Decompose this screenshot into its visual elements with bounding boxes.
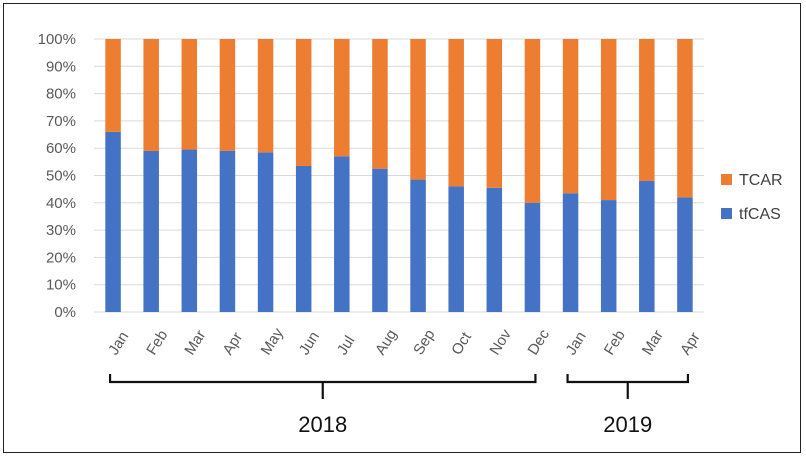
y-axis-ticks: 0% 10% 20% 30% 40% 50% 60% 70% 80% 90% 100% — [38, 31, 76, 321]
bar-tfcas-14 — [639, 180, 655, 312]
x-tick-label: Oct — [448, 329, 475, 359]
bar-tcar-4 — [257, 39, 274, 153]
bar-tcar-2 — [181, 39, 198, 150]
x-tick-label: Apr — [677, 329, 704, 358]
x-tick-label: Sep — [410, 326, 439, 358]
bar-tcar-13 — [600, 39, 617, 201]
legend-label-tcar: TCAR — [739, 172, 783, 189]
bar-tfcas-0 — [105, 131, 121, 312]
y-tick-label: 40% — [46, 195, 76, 212]
bar-tfcas-3 — [219, 150, 236, 312]
bar-tfcas-6 — [334, 156, 350, 312]
y-tick-label: 80% — [46, 86, 76, 103]
x-tick-label: Dec — [524, 326, 553, 358]
y-tick-label: 50% — [46, 168, 76, 185]
bar-tfcas-15 — [677, 197, 693, 312]
legend-swatch-tfcas — [721, 208, 732, 219]
x-tick-label: Feb — [143, 327, 171, 358]
x-tick-label: Jun — [296, 329, 323, 359]
y-tick-label: 0% — [54, 304, 76, 321]
year-label: 2018 — [298, 412, 347, 437]
bar-tfcas-5 — [295, 165, 312, 312]
x-tick-label: Aug — [372, 326, 401, 358]
x-tick-label: Feb — [601, 327, 629, 358]
stacked-bar-chart: 0% 10% 20% 30% 40% 50% 60% 70% 80% 90% 100% Jan Feb… — [38, 31, 783, 437]
bar-tfcas-13 — [600, 200, 617, 312]
year-label: 2019 — [603, 412, 652, 437]
bar-tcar-0 — [105, 39, 121, 132]
x-tick-label: Apr — [219, 329, 246, 358]
x-tick-label: Jul — [334, 333, 359, 358]
legend: TCAR tfCAS — [721, 172, 783, 223]
y-tick-label: 30% — [46, 222, 76, 239]
bar-tcar-3 — [219, 39, 236, 151]
bar-tfcas-7 — [372, 168, 388, 312]
bar-tfcas-11 — [524, 202, 541, 312]
bar-tcar-15 — [677, 39, 693, 198]
bar-tcar-1 — [143, 39, 159, 151]
x-tick-label: Nov — [486, 326, 515, 358]
bar-tfcas-9 — [448, 186, 464, 312]
year-bracket-2018 — [108, 374, 537, 399]
y-tick-label: 90% — [46, 58, 76, 75]
bar-tfcas-2 — [181, 149, 198, 312]
x-tick-label: Jan — [105, 329, 132, 359]
bar-tcar-6 — [334, 39, 350, 157]
x-tick-label: Mar — [639, 327, 667, 358]
bar-tcar-8 — [410, 39, 426, 180]
bar-tfcas-1 — [143, 150, 159, 312]
legend-swatch-tcar — [721, 174, 732, 185]
x-tick-label: Jan — [563, 329, 590, 359]
x-tick-label: Mar — [181, 327, 209, 358]
x-axis-ticks: Jan Feb Mar Apr May Jun Jul Aug Sep Oct Nov Dec Jan F… — [105, 325, 704, 358]
bar-tcar-9 — [448, 39, 464, 187]
y-tick-label: 70% — [46, 113, 76, 130]
bar-tcar-10 — [486, 39, 503, 188]
bars — [105, 39, 693, 312]
bar-tcar-14 — [639, 39, 655, 181]
bar-tcar-12 — [562, 39, 579, 194]
bar-tfcas-4 — [257, 152, 274, 312]
bar-tcar-7 — [372, 39, 388, 169]
bar-tfcas-10 — [486, 187, 503, 312]
chart-frame: 0% 10% 20% 30% 40% 50% 60% 70% 80% 90% 100% Jan Feb… — [3, 3, 801, 453]
bar-tfcas-12 — [562, 193, 579, 312]
bar-tcar-5 — [295, 39, 312, 166]
y-tick-label: 20% — [46, 249, 76, 266]
x-tick-label: May — [258, 325, 288, 358]
y-tick-label: 60% — [46, 140, 76, 157]
y-tick-label: 10% — [46, 277, 76, 294]
legend-label-tfcas: tfCAS — [739, 206, 781, 223]
year-brackets: 2018 2019 — [108, 374, 690, 437]
y-tick-label: 100% — [38, 31, 76, 48]
bar-tfcas-8 — [410, 179, 426, 312]
year-bracket-2019 — [566, 374, 690, 399]
bar-tcar-11 — [524, 39, 541, 203]
